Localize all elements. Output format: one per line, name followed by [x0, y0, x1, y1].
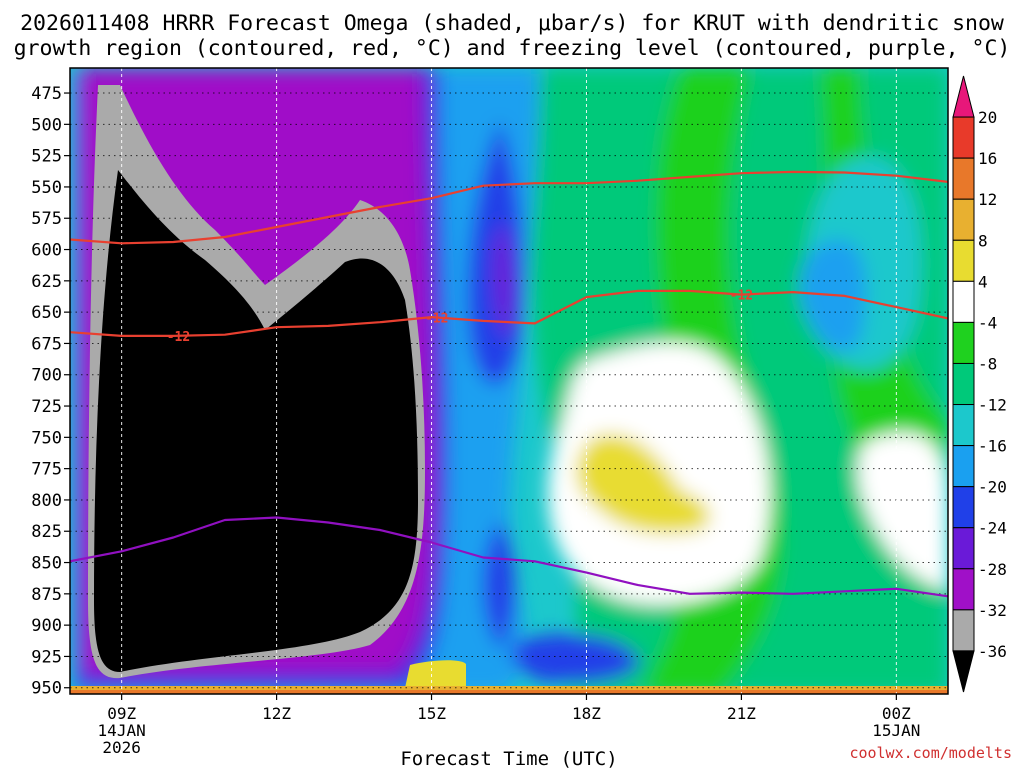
y-tick-label: 750 — [31, 428, 62, 448]
x-tick-label: 15Z — [417, 704, 446, 723]
grid-lines — [70, 68, 948, 694]
y-tick-label: 875 — [31, 585, 62, 605]
colorbar-bin — [952, 198, 975, 241]
colorbar-label: 12 — [978, 190, 997, 209]
colorbar-label: 8 — [978, 231, 988, 250]
y-tick-label: 850 — [31, 554, 62, 574]
y-tick-label: 825 — [31, 522, 62, 542]
colorbar-label: -28 — [978, 560, 1007, 579]
colorbar-label: -16 — [978, 437, 1007, 456]
omega-shading — [70, 68, 948, 694]
colorbar-bin — [952, 404, 975, 447]
colorbar-bin-bottom-arrow — [952, 650, 975, 693]
colorbar: 20 16 12 8 4 -4 -8 -12 -16 -20 -24 -28 -32 -36 — [952, 75, 1007, 693]
y-tick-label: 800 — [31, 491, 62, 511]
y-tick-label: 600 — [31, 241, 62, 261]
contour-lines: -12 -12 -12 — [70, 170, 948, 598]
x-tick-label: 18Z — [572, 704, 601, 723]
x-tick-label: 09Z — [107, 704, 136, 723]
x-tick-date: 14JAN — [98, 721, 146, 740]
colorbar-bin — [952, 527, 975, 570]
colorbar-label: 20 — [978, 108, 997, 127]
colorbar-bin — [952, 116, 975, 159]
y-tick-label: 700 — [31, 366, 62, 386]
watermark: coolwx.com/modelts — [849, 744, 1012, 762]
colorbar-label: -32 — [978, 601, 1007, 620]
contour-line — [70, 170, 948, 245]
colorbar-bin — [952, 445, 975, 488]
contour-label: -12 — [167, 330, 190, 345]
chart-title-line2: growth region (contoured, red, °C) and f… — [14, 36, 1011, 61]
colorbar-label: -24 — [978, 519, 1007, 538]
x-tick-label: 21Z — [727, 704, 756, 723]
contour-label: -12 — [730, 289, 753, 304]
colorbar-bin — [952, 321, 975, 364]
y-tick-label: 775 — [31, 460, 62, 480]
x-tick-date: 15JAN — [872, 721, 920, 740]
y-tick-label: 900 — [31, 616, 62, 636]
colorbar-bin — [952, 362, 975, 406]
colorbar-label: -12 — [978, 396, 1007, 415]
colorbar-bin — [952, 280, 975, 323]
colorbar-bin — [952, 486, 975, 529]
x-tick-year: 2026 — [102, 738, 141, 757]
colorbar-label: -36 — [978, 642, 1007, 661]
colorbar-label: -8 — [978, 354, 997, 373]
y-tick-label: 550 — [31, 178, 62, 198]
y-tick-label: 675 — [31, 334, 62, 354]
colorbar-label: 16 — [978, 149, 997, 168]
y-tick-label: 625 — [31, 272, 62, 292]
colorbar-bin — [952, 568, 975, 611]
y-tick-label: 525 — [31, 147, 62, 167]
y-tick-label: 500 — [31, 115, 62, 135]
y-tick-label: 475 — [31, 84, 62, 104]
x-axis-label: Forecast Time (UTC) — [400, 748, 617, 768]
colorbar-label: -20 — [978, 478, 1007, 497]
plot-frame — [69, 67, 949, 695]
y-tick-label: 575 — [31, 209, 62, 229]
y-tick-label: 650 — [31, 303, 62, 323]
y-tick-label: 950 — [31, 679, 62, 699]
colorbar-bin — [952, 239, 975, 282]
colorbar-label: -4 — [978, 313, 997, 332]
y-tick-label: 725 — [31, 397, 62, 417]
colorbar-bin — [952, 157, 975, 200]
colorbar-bin — [952, 609, 975, 652]
colorbar-label: 4 — [978, 272, 988, 291]
contour-line — [70, 289, 948, 337]
contour-line — [70, 516, 948, 598]
y-tick-label: 925 — [31, 647, 62, 667]
chart-title-line1: 2026011408 HRRR Forecast Omega (shaded, … — [20, 11, 1004, 36]
contour-label: -12 — [425, 312, 448, 327]
y-axis: 475 500 525 550 575 600 625 650 675 700 725 750 775 8… — [31, 84, 70, 699]
x-tick-label: 12Z — [262, 704, 291, 723]
x-tick-label: 00Z — [882, 704, 911, 723]
